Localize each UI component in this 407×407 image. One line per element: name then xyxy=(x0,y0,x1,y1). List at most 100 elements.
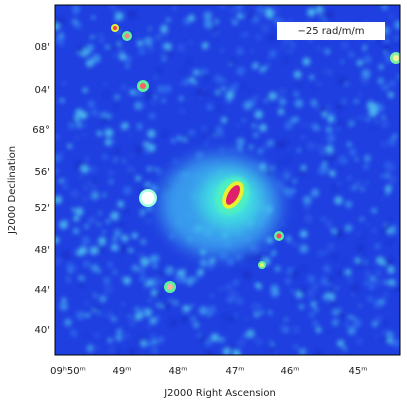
noise-blob xyxy=(204,19,213,29)
noise-blob xyxy=(149,254,158,263)
noise-blob xyxy=(298,303,305,310)
noise-blob xyxy=(102,230,106,234)
noise-blob xyxy=(73,215,80,222)
noise-blob xyxy=(268,91,277,101)
noise-blob xyxy=(195,88,205,98)
noise-blob xyxy=(136,124,143,131)
noise-blob xyxy=(378,64,384,70)
noise-blob xyxy=(315,326,322,333)
noise-blob xyxy=(374,269,382,277)
noise-blob xyxy=(116,328,123,335)
noise-blob xyxy=(285,278,292,285)
noise-blob xyxy=(389,13,395,19)
noise-blob xyxy=(201,42,209,50)
noise-blob xyxy=(249,144,254,150)
noise-blob xyxy=(151,100,157,106)
noise-blob xyxy=(251,123,257,129)
noise-blob xyxy=(325,69,332,76)
noise-blob xyxy=(112,139,116,143)
noise-blob xyxy=(380,119,390,129)
noise-blob xyxy=(363,55,372,64)
noise-blob xyxy=(376,277,380,280)
noise-blob xyxy=(154,75,158,80)
noise-blob xyxy=(259,310,264,315)
noise-blob xyxy=(267,310,273,316)
noise-blob xyxy=(129,89,136,96)
y-tick-label: 04' xyxy=(35,85,50,96)
noise-blob xyxy=(204,349,214,355)
noise-blob xyxy=(384,173,390,178)
noise-blob xyxy=(55,153,62,163)
noise-blob xyxy=(71,7,80,15)
noise-blob xyxy=(107,338,113,343)
noise-blob xyxy=(96,268,102,274)
noise-blob xyxy=(128,248,134,253)
noise-blob xyxy=(338,167,341,171)
noise-blob xyxy=(241,84,245,87)
noise-blob xyxy=(232,20,238,26)
noise-blob xyxy=(232,350,241,355)
noise-blob xyxy=(288,90,292,94)
noise-blob xyxy=(176,135,183,142)
noise-blob xyxy=(299,230,308,238)
noise-blob xyxy=(130,153,134,158)
noise-blob xyxy=(369,98,372,102)
noise-blob xyxy=(196,268,205,276)
noise-blob xyxy=(325,126,333,133)
noise-blob xyxy=(226,257,235,266)
noise-blob xyxy=(329,301,337,308)
noise-blob xyxy=(381,5,388,10)
noise-blob xyxy=(219,287,223,291)
noise-blob xyxy=(361,69,371,79)
noise-blob xyxy=(268,49,277,58)
noise-blob xyxy=(100,116,109,124)
noise-blob xyxy=(302,57,311,66)
noise-blob xyxy=(298,348,307,355)
noise-blob xyxy=(117,200,125,208)
noise-blob xyxy=(266,239,269,242)
noise-blob xyxy=(112,95,115,98)
noise-blob xyxy=(259,123,267,132)
noise-blob xyxy=(142,291,146,294)
noise-blob xyxy=(282,169,292,179)
noise-blob xyxy=(317,82,321,86)
noise-blob xyxy=(92,303,100,311)
noise-blob xyxy=(283,40,288,44)
noise-blob xyxy=(337,76,346,85)
noise-blob xyxy=(86,43,94,52)
y-tick-label: 40' xyxy=(35,325,50,336)
noise-blob xyxy=(253,312,259,318)
noise-blob xyxy=(107,169,115,177)
noise-blob xyxy=(119,275,124,280)
noise-blob xyxy=(354,157,359,161)
noise-blob xyxy=(157,270,165,278)
noise-blob xyxy=(294,91,299,97)
noise-blob xyxy=(290,290,294,293)
noise-blob xyxy=(118,53,127,61)
noise-blob xyxy=(193,80,197,85)
noise-blob xyxy=(74,135,79,140)
noise-blob xyxy=(342,99,346,103)
noise-blob xyxy=(337,339,345,347)
noise-blob xyxy=(362,45,367,50)
noise-blob xyxy=(91,264,99,272)
noise-blob xyxy=(120,301,126,307)
noise-blob xyxy=(331,185,337,192)
noise-blob xyxy=(338,308,342,312)
noise-blob xyxy=(207,262,214,270)
noise-blob xyxy=(202,73,210,81)
noise-blob xyxy=(299,286,307,295)
noise-blob xyxy=(155,34,162,41)
noise-blob xyxy=(320,216,326,222)
noise-blob xyxy=(326,242,335,251)
noise-blob xyxy=(115,11,124,21)
noise-blob xyxy=(366,217,369,220)
noise-blob xyxy=(309,75,315,80)
noise-blob xyxy=(270,251,276,257)
noise-blob xyxy=(294,99,304,108)
noise-blob xyxy=(85,333,88,337)
noise-blob xyxy=(335,229,345,238)
noise-blob xyxy=(284,121,293,131)
noise-blob xyxy=(204,90,210,96)
noise-blob xyxy=(290,117,297,124)
